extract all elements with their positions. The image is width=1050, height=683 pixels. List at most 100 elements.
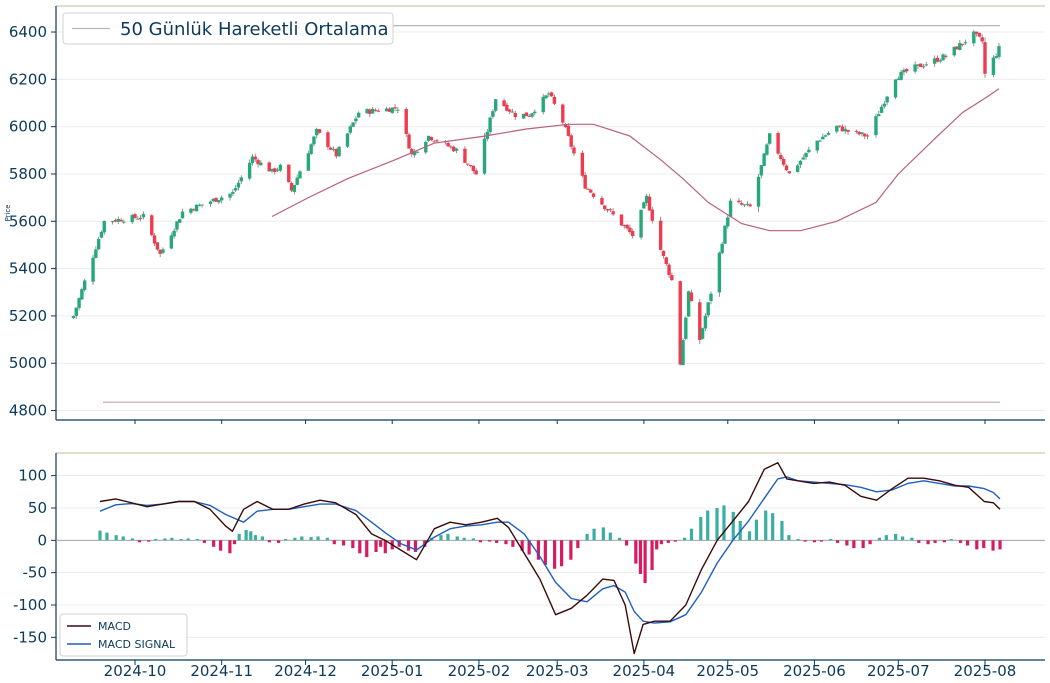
macd-histogram-bar-negative (397, 540, 401, 547)
candle-body-up (541, 96, 545, 113)
macd-histogram-bar-negative (478, 540, 483, 543)
candle-body-down (214, 197, 218, 202)
candle-body-up (821, 136, 825, 140)
candle-body-down (658, 220, 663, 250)
candle-body-down (611, 211, 615, 215)
candle-body-down (650, 209, 654, 221)
candle-body-down (740, 203, 744, 205)
candle-body-up (843, 128, 847, 132)
candle-body-down (622, 225, 627, 227)
candle-body-up (768, 133, 772, 144)
macd-histogram-bar-positive (787, 535, 791, 541)
candle-body-up (122, 221, 126, 223)
macd-histogram-bar-negative (868, 540, 872, 545)
macd-histogram-bar-negative (576, 540, 580, 549)
macd-histogram-bar-negative (650, 540, 654, 571)
candle-body-up (723, 225, 727, 244)
candle-body-up (161, 249, 165, 253)
price-y-tick-label: 5000 (9, 354, 47, 372)
candle-body-down (779, 154, 783, 160)
candle-body-up (200, 204, 204, 206)
macd-histogram-bar-negative (351, 540, 355, 549)
macd-histogram-bar-positive (747, 531, 752, 541)
macd-histogram-bar-negative (202, 540, 206, 543)
candle-body-down (580, 152, 585, 176)
candle-body-up (178, 219, 182, 223)
candle-body-down (289, 182, 294, 191)
price-legend-label: 50 Günlük Hareketli Ortalama (120, 19, 388, 40)
price-y-tick-label: 6400 (9, 23, 47, 41)
candle-body-down (784, 165, 789, 171)
candle-body-down (566, 125, 571, 136)
candle-body-down (502, 100, 506, 107)
candle-body-up (348, 126, 352, 133)
candle-body-down (837, 125, 842, 127)
candle-body-down (865, 135, 870, 137)
price-y-tick-label: 5200 (9, 307, 47, 325)
candle-body-up (510, 111, 515, 113)
candle-body-up (74, 307, 78, 316)
candle-body-up (331, 149, 336, 151)
candle-body-up (491, 111, 495, 117)
macd-histogram-bar-negative (991, 540, 995, 551)
candle-body-down (863, 133, 867, 137)
macd-histogram-bar-negative (975, 540, 979, 550)
macd-histogram-bar-negative (559, 540, 564, 567)
candle-body-up (544, 95, 548, 99)
macd-histogram-bar-negative (383, 540, 387, 554)
candle-body-down (857, 131, 861, 135)
macd-histogram-bar-negative (527, 540, 531, 555)
candle-body-up (726, 217, 730, 227)
candle-body-up (172, 230, 176, 237)
candle-body-up (169, 235, 174, 249)
candle-body-up (116, 218, 120, 222)
candle-body-up (247, 162, 252, 179)
candle-body-up (521, 113, 526, 119)
macd-histogram-bar-negative (228, 540, 232, 554)
candle-body-down (256, 159, 260, 165)
macd-histogram-bar-negative (277, 540, 281, 543)
candle-body-up (356, 112, 361, 118)
macd-histogram-bar-positive (439, 535, 443, 541)
macd-panel: 100 50 0 -50 -100 -150 2024-10 2024-11 2024-12 20… (13, 452, 1045, 680)
macd-histogram-bar-negative (982, 540, 986, 549)
candle-body-down (552, 96, 557, 104)
candle-body-up (239, 177, 243, 182)
candle-body-down (468, 164, 473, 166)
macd-histogram-bar-negative (861, 540, 865, 549)
macd-histogram-bar-positive (722, 505, 726, 541)
candle-body-up (874, 116, 878, 136)
candle-body-up (365, 109, 369, 114)
candle-body-down (572, 147, 576, 154)
candle-body-down (150, 215, 154, 236)
candle-body-up (879, 106, 884, 113)
candle-body-down (267, 162, 271, 172)
candle-body-up (882, 103, 887, 107)
candle-body-up (765, 144, 769, 155)
candle-body-down (689, 292, 694, 302)
candle-body-up (306, 153, 311, 171)
macd-histogram-bar-positive (877, 537, 881, 541)
candle-body-up (728, 200, 733, 217)
candle-body-up (795, 165, 800, 172)
candle-body-up (384, 108, 389, 112)
candle-body-up (994, 56, 998, 58)
candle-body-down (561, 104, 565, 123)
price-y-axis-label: Price (4, 204, 12, 221)
macd-histogram-bar-negative (666, 540, 670, 543)
macd-histogram-bar-positive (186, 538, 190, 541)
macd-histogram-bar-positive (900, 536, 905, 541)
candle-body-down (407, 134, 411, 149)
candle-body-up (412, 151, 417, 156)
macd-histogram-bar-positive (316, 536, 320, 541)
candle-body-up (644, 195, 649, 203)
candle-body-up (96, 238, 101, 250)
candle-body-up (194, 204, 199, 212)
candle-body-up (804, 152, 808, 158)
candle-body-up (141, 213, 146, 218)
macd-histogram-bar-positive (764, 510, 768, 541)
price-y-tick-label: 5400 (9, 260, 47, 278)
macd-histogram-bar-negative (504, 540, 508, 545)
candle-body-down (326, 132, 330, 148)
macd-histogram-bar-positive (884, 535, 888, 541)
